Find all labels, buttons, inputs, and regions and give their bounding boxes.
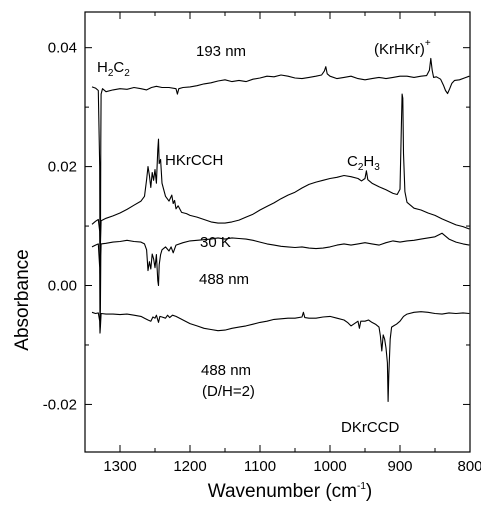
annotation-h2c2: H2C2 (97, 59, 130, 79)
x-tick-label: 1200 (173, 458, 206, 475)
x-axis-title: Wavenumber (cm-1) (208, 481, 372, 502)
annotation-c2h3: C2H3 (347, 153, 380, 173)
y-axis-title: Absorbance (12, 249, 33, 350)
y-tick-label: 0.00 (48, 278, 77, 295)
x-tick-label: 1100 (244, 458, 276, 475)
axis-ticks (85, 12, 470, 452)
annotation-dh2: (D/H=2) (202, 383, 255, 400)
annotation-488nm-b: 488 nm (201, 362, 251, 379)
annotation-krhkr: (KrHKr)+ (374, 38, 431, 58)
annotation-30k: 30 K (200, 234, 231, 251)
y-tick-label: 0.04 (48, 40, 77, 57)
x-tick-label: 900 (387, 458, 412, 475)
annotation-dkrccd: DKrCCD (341, 419, 399, 436)
plot-border (85, 12, 470, 452)
plot-frame (85, 12, 470, 452)
y-tick-label: -0.02 (43, 396, 77, 413)
x-tick-label: 1300 (103, 458, 136, 475)
spectrum-k30 (92, 94, 469, 255)
x-tick-label: 1000 (313, 458, 346, 475)
spectrum-nm193 (92, 58, 469, 273)
spectra (92, 58, 469, 401)
tick-labels: 1300 1200 1100 1000 900 800 0.04 0.02 0.00 -0.02 (43, 40, 481, 475)
x-tick-label: 800 (457, 458, 481, 475)
annotation-488nm-a: 488 nm (199, 271, 249, 288)
spectrum-nm488b (92, 312, 469, 402)
y-tick-label: 0.02 (48, 159, 77, 176)
annotation-193nm: 193 nm (196, 43, 246, 60)
annotation-hkrcch: HKrCCH (165, 152, 223, 169)
